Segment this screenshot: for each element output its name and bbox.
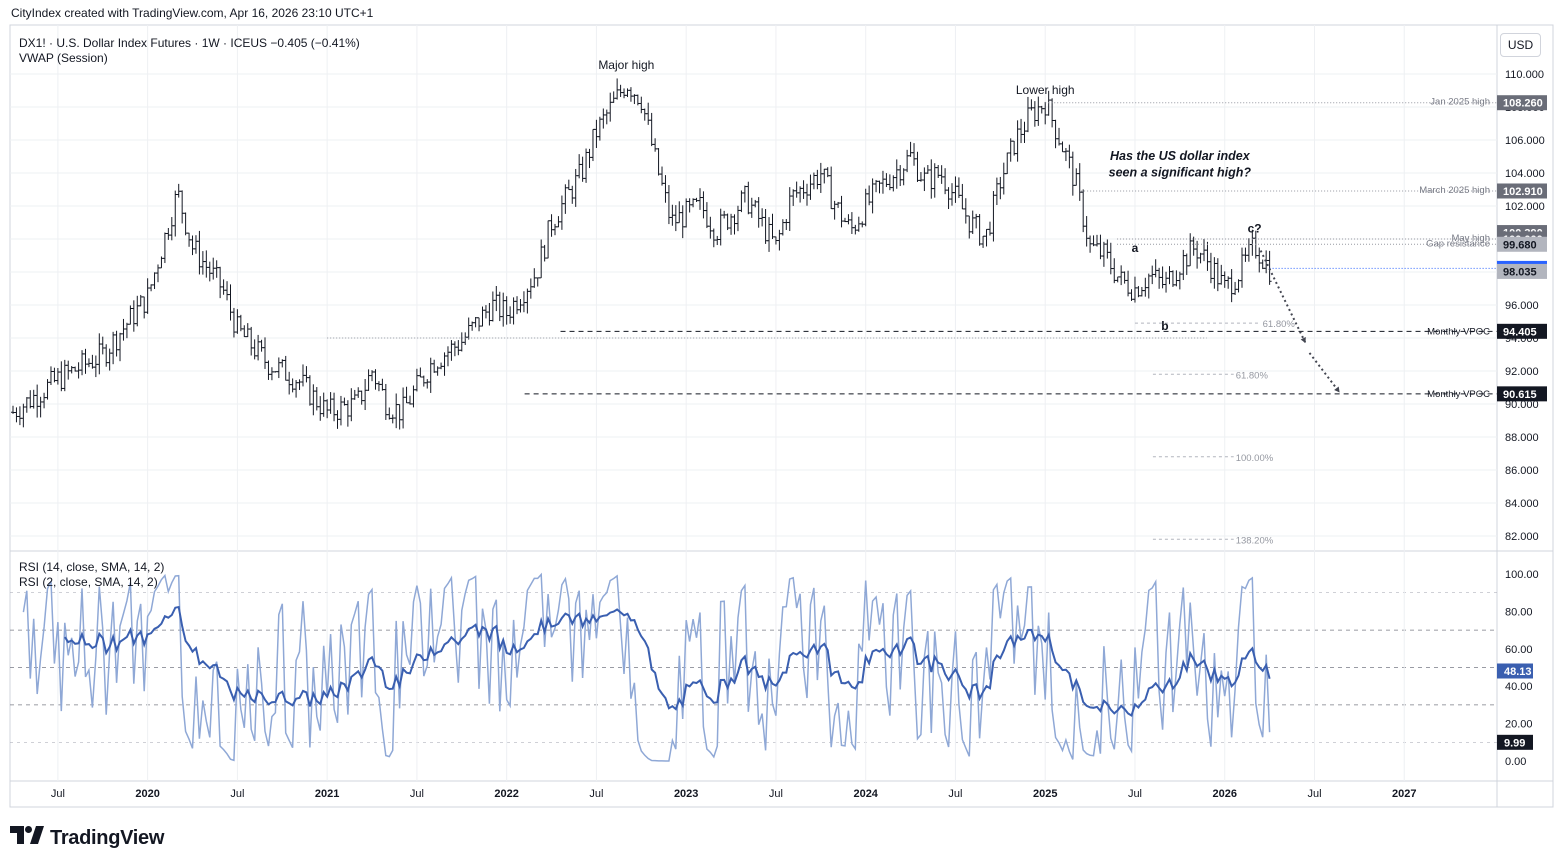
rsi-badge-bg	[1497, 663, 1533, 679]
tradingview-logo-mark-svg	[10, 826, 44, 844]
level-label: Jan 2025 high	[1430, 97, 1490, 108]
time-tick-label: Jul	[769, 788, 783, 800]
symbol-legend[interactable]: DX1! · U.S. Dollar Index Futures · 1W · …	[19, 36, 360, 66]
time-tick-label: 2027	[1392, 788, 1416, 800]
chart-annotation: a	[1132, 241, 1139, 255]
level-label: Monthly VPOC	[1427, 326, 1490, 337]
projection-arrowhead-1	[1300, 336, 1306, 343]
time-tick-label: 2025	[1033, 788, 1057, 800]
rsi-tick-label: 20.00	[1505, 719, 1533, 731]
rsi-tick-label: 0.00	[1505, 756, 1526, 768]
price-tick-label: 86.000	[1505, 465, 1539, 477]
rsi-tick-label: 60.00	[1505, 644, 1533, 656]
price-tick-label: 102.000	[1505, 201, 1545, 213]
price-badge-text: 98.035	[1503, 266, 1537, 278]
rsi-badge-text: 48.13	[1504, 666, 1532, 678]
time-tick-label: 2024	[853, 788, 878, 800]
time-tick-label: Jul	[589, 788, 603, 800]
chart-annotation: Lower high	[1016, 83, 1075, 97]
projection-arrowhead-2	[1334, 386, 1340, 393]
time-tick-label: Jul	[410, 788, 424, 800]
time-tick-label: Jul	[1307, 788, 1321, 800]
ohlc-bar	[1267, 250, 1272, 285]
rsi-tick-label: 80.00	[1505, 606, 1533, 618]
rsi-badge-bg	[1497, 734, 1533, 750]
time-tick-label: Jul	[230, 788, 244, 800]
price-tick-label: 82.000	[1505, 531, 1539, 543]
tradingview-logo[interactable]: TradingView	[10, 826, 164, 850]
time-tick-label: Jul	[51, 788, 65, 800]
chart-annotation: Has the US dollar index	[1110, 149, 1251, 163]
time-tick-label: 2023	[674, 788, 698, 800]
price-badge: 90.615	[1497, 386, 1547, 402]
price-badge: 102.910	[1497, 183, 1547, 199]
rsi-badge: 48.13	[1497, 663, 1533, 679]
projection-arrow-2	[1308, 352, 1341, 394]
price-badge-bg	[1497, 263, 1547, 279]
fib-label: 61.80%	[1263, 319, 1296, 330]
symbol-legend-title[interactable]: DX1! · U.S. Dollar Index Futures · 1W · …	[19, 36, 360, 50]
price-tick-label: 110.000	[1505, 69, 1544, 81]
price-tick-label: 104.000	[1505, 168, 1545, 180]
price-badge: 108.260	[1497, 95, 1547, 111]
level-label: Monthly VPOC	[1427, 389, 1490, 400]
fib-label: 61.80%	[1236, 370, 1269, 381]
price-pane	[10, 25, 1497, 551]
rsi-pane	[10, 552, 1497, 781]
time-tick-label: 2020	[135, 788, 159, 800]
price-tick-label: 88.000	[1505, 432, 1539, 444]
rsi-tick-label: 40.00	[1505, 681, 1533, 693]
projection-arrow-1	[1259, 250, 1307, 344]
price-badge-text: 94.405	[1503, 326, 1537, 338]
fib-label: 138.20%	[1236, 535, 1274, 546]
rsi-badge-text: 9.99	[1504, 737, 1525, 749]
price-badge-bg	[1497, 236, 1547, 252]
rsi2-line	[22, 572, 1271, 762]
chart-frame	[9, 24, 1554, 808]
vwap-legend[interactable]: VWAP (Session)	[19, 51, 108, 65]
tradingview-logo-text: TradingView	[50, 826, 165, 849]
price-badge-text: 90.615	[1503, 389, 1537, 401]
rsi2-legend[interactable]: RSI (2, close, SMA, 14, 2)	[19, 575, 158, 589]
time-tick-label: 2021	[315, 788, 339, 800]
time-tick-label: Jul	[948, 788, 962, 800]
rsi14-legend[interactable]: RSI (14, close, SMA, 14, 2)	[19, 560, 165, 574]
price-tick-label: 84.000	[1505, 498, 1539, 510]
price-tick-label: 106.000	[1505, 135, 1545, 147]
price-badge-bg	[1497, 183, 1547, 199]
time-tick-label: Jul	[1128, 788, 1142, 800]
price-badge: 94.405	[1497, 323, 1547, 339]
price-badge: 98.035	[1497, 263, 1547, 279]
price-badge: 99.680	[1497, 236, 1547, 252]
rsi14-line	[63, 605, 1271, 717]
candles-group	[11, 78, 1272, 430]
tradingview-logo-icon	[10, 826, 44, 850]
chart-header: CityIndex created with TradingView.com, …	[11, 6, 374, 20]
time-tick-label: 2022	[494, 788, 518, 800]
price-badge-bg	[1497, 386, 1547, 402]
rsi-legend[interactable]: RSI (14, close, SMA, 14, 2) RSI (2, clos…	[19, 560, 164, 590]
price-badge-text: 99.680	[1503, 239, 1537, 251]
chart-annotation: Major high	[598, 58, 654, 72]
currency-button[interactable]: USD	[1500, 33, 1541, 57]
price-badge-text: 108.260	[1503, 98, 1543, 110]
level-label: Gap resistance	[1426, 238, 1490, 249]
level-label: May high	[1451, 233, 1490, 244]
rsi-tick-label: 100.00	[1505, 569, 1539, 581]
price-tick-label: 90.000	[1505, 399, 1539, 411]
chart-annotation: seen a significant high?	[1109, 165, 1252, 179]
level-label: March 2025 high	[1419, 185, 1490, 196]
price-badge-text: 102.910	[1503, 186, 1543, 198]
chart-annotation: c?	[1248, 221, 1262, 235]
rsi-badge: 9.99	[1497, 734, 1533, 750]
time-tick-label: 2026	[1212, 788, 1236, 800]
price-badge-bg	[1497, 95, 1547, 111]
chart-annotation: b	[1161, 319, 1168, 333]
price-tick-label: 92.000	[1505, 366, 1539, 378]
price-tick-label: 96.000	[1505, 300, 1539, 312]
fib-label: 100.00%	[1236, 453, 1274, 464]
price-badge-bg	[1497, 323, 1547, 339]
